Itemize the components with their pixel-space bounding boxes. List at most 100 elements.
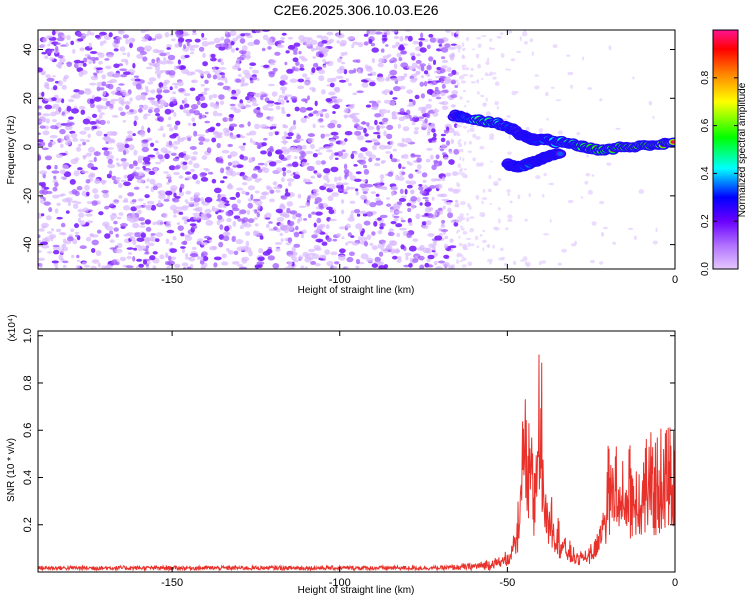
- noise-speck: [449, 150, 453, 155]
- x-tick-label: -50: [499, 577, 515, 589]
- noise-speck: [110, 98, 119, 102]
- noise-speck: [184, 54, 190, 59]
- noise-speck: [343, 163, 348, 170]
- noise-speck: [655, 227, 658, 233]
- noise-speck: [103, 40, 107, 44]
- noise-speck: [494, 81, 500, 86]
- noise-speck: [348, 251, 355, 257]
- noise-speck: [283, 82, 288, 85]
- noise-speck: [373, 132, 380, 135]
- noise-speck: [274, 242, 283, 245]
- noise-speck: [253, 39, 260, 45]
- noise-speck: [341, 61, 346, 65]
- noise-speck: [134, 78, 141, 82]
- noise-speck: [407, 207, 412, 213]
- noise-speck: [320, 133, 325, 139]
- noise-speck: [478, 163, 483, 167]
- noise-speck: [165, 190, 173, 196]
- noise-speck: [452, 188, 460, 194]
- noise-speck: [178, 41, 183, 48]
- noise-speck: [371, 57, 375, 64]
- noise-speck: [550, 86, 555, 89]
- noise-speck: [339, 226, 346, 230]
- noise-speck: [165, 238, 170, 245]
- noise-speck: [163, 171, 169, 174]
- noise-speck: [447, 187, 454, 192]
- noise-speck: [394, 210, 403, 214]
- noise-speck: [463, 168, 467, 171]
- noise-speck: [84, 89, 92, 95]
- noise-speck: [498, 218, 501, 224]
- noise-speck: [190, 104, 199, 110]
- noise-speck: [201, 32, 205, 38]
- noise-speck: [38, 105, 43, 109]
- noise-speck: [393, 218, 399, 222]
- snr-y-ticks: 0.20.40.60.81.0: [22, 328, 675, 532]
- noise-speck: [80, 109, 86, 115]
- noise-speck: [154, 100, 160, 107]
- noise-speck: [54, 126, 59, 130]
- noise-speck: [371, 47, 380, 53]
- noise-speck: [306, 116, 311, 119]
- noise-speck: [321, 109, 328, 112]
- noise-speck: [336, 68, 345, 74]
- noise-speck: [95, 130, 103, 137]
- noise-speck: [343, 188, 348, 193]
- noise-speck: [230, 106, 237, 111]
- noise-speck: [172, 98, 177, 105]
- y-tick-label: 0.4: [22, 470, 34, 485]
- noise-speck: [41, 91, 45, 97]
- noise-speck: [38, 250, 42, 253]
- noise-speck: [318, 118, 324, 122]
- noise-speck: [393, 63, 398, 69]
- noise-speck: [55, 228, 62, 233]
- noise-speck: [51, 260, 59, 264]
- noise-speck: [230, 41, 235, 46]
- noise-speck: [235, 239, 244, 245]
- noise-speck: [353, 209, 361, 214]
- noise-speck: [112, 131, 117, 137]
- noise-speck: [90, 233, 94, 236]
- noise-speck: [427, 74, 431, 77]
- noise-speck: [41, 189, 48, 195]
- noise-speck: [467, 129, 470, 133]
- noise-speck: [199, 260, 205, 265]
- noise-speck: [344, 114, 348, 119]
- noise-speck: [417, 255, 425, 261]
- noise-speck: [364, 64, 369, 70]
- noise-speck: [435, 266, 443, 269]
- noise-speck: [77, 259, 81, 262]
- noise-speck: [127, 252, 133, 255]
- noise-speck: [249, 137, 253, 144]
- noise-speck: [555, 99, 562, 102]
- noise-speck: [192, 173, 198, 180]
- noise-speck: [166, 173, 171, 178]
- noise-speck: [489, 133, 495, 138]
- noise-speck: [58, 64, 62, 69]
- noise-speck: [400, 62, 409, 68]
- noise-speck: [184, 156, 189, 161]
- noise-speck: [369, 202, 377, 208]
- noise-speck: [233, 250, 239, 255]
- noise-speck: [338, 188, 343, 192]
- noise-speck: [217, 203, 224, 208]
- noise-speck: [400, 50, 407, 55]
- noise-speck: [404, 188, 408, 195]
- noise-speck: [133, 149, 138, 156]
- noise-speck: [320, 35, 329, 42]
- noise-speck: [386, 203, 392, 207]
- noise-speck: [95, 119, 100, 124]
- noise-speck: [133, 75, 139, 78]
- noise-speck: [182, 33, 191, 36]
- noise-speck: [567, 71, 574, 76]
- noise-speck: [482, 247, 485, 252]
- noise-speck: [141, 139, 149, 144]
- noise-speck: [58, 106, 62, 113]
- noise-speck: [403, 73, 408, 78]
- noise-speck: [440, 92, 446, 97]
- noise-speck: [456, 133, 461, 137]
- noise-speck: [467, 261, 473, 267]
- noise-speck: [51, 97, 57, 101]
- noise-speck: [461, 64, 467, 68]
- noise-speck: [192, 212, 201, 217]
